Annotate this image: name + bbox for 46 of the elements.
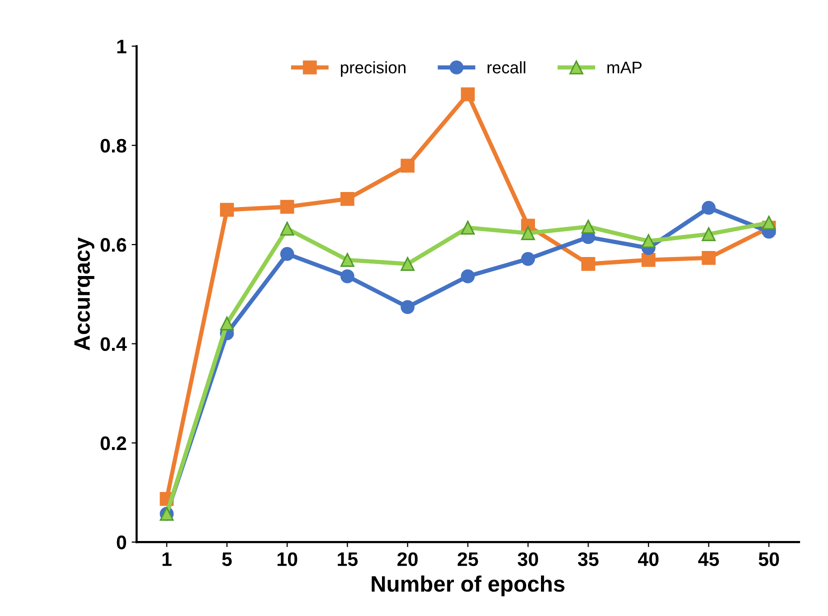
point	[521, 226, 535, 240]
point	[702, 200, 716, 215]
legend-label: recall	[488, 61, 526, 74]
point	[762, 216, 776, 230]
point	[400, 300, 415, 314]
point	[642, 252, 656, 267]
y-tick-label: 1	[117, 40, 126, 54]
point	[400, 256, 415, 271]
point	[460, 269, 475, 284]
point	[702, 250, 716, 265]
x-tick-label: 1	[162, 552, 172, 566]
legend-label: precision	[340, 61, 406, 77]
x-axis-title: Number of epochs	[372, 575, 564, 596]
point	[460, 220, 475, 235]
point	[340, 192, 354, 206]
point	[280, 200, 294, 214]
point	[581, 256, 596, 271]
x-tick-label: 20	[397, 552, 418, 566]
x-tick-label: 35	[578, 552, 599, 566]
point	[280, 247, 294, 261]
point	[400, 158, 415, 173]
point	[340, 269, 354, 284]
x-tick-label: 15	[338, 552, 358, 566]
x-tick-label: 40	[638, 552, 658, 566]
point	[220, 316, 234, 330]
point	[581, 220, 596, 234]
y-tick-label: 0.2	[100, 436, 126, 450]
point	[340, 252, 354, 267]
point	[280, 222, 294, 236]
point	[521, 252, 535, 266]
point	[460, 87, 475, 102]
x-tick-label: 30	[518, 552, 538, 566]
x-tick-label: 25	[458, 552, 478, 566]
point	[220, 202, 234, 217]
y-tick-label: 0	[116, 536, 126, 550]
x-tick-label: 45	[698, 552, 719, 566]
x-tick-label: 50	[758, 552, 779, 566]
x-tick-label: 5	[222, 552, 232, 566]
point	[642, 234, 656, 248]
y-tick-label: 0.4	[100, 337, 127, 351]
point	[702, 227, 716, 242]
y-axis-title: Accurqacy	[74, 237, 94, 350]
x-tick-label: 10	[278, 552, 298, 566]
y-tick-label: 0.8	[100, 138, 126, 153]
y-tick-label: 0.6	[100, 238, 126, 252]
legend-label: mAP	[607, 62, 642, 74]
